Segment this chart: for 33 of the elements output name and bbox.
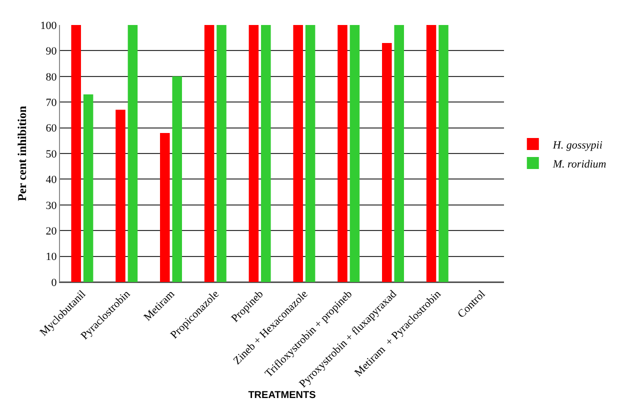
bar xyxy=(128,25,138,282)
bar xyxy=(83,94,94,282)
y-tick-label: 10 xyxy=(46,251,58,264)
bar xyxy=(71,25,81,282)
y-axis-title: Per cent inhibition xyxy=(15,106,29,202)
bar xyxy=(204,25,214,282)
bar xyxy=(216,25,226,282)
x-axis-title: TREATMENTS xyxy=(248,390,316,402)
y-tick-label: 50 xyxy=(46,148,58,160)
y-tick-label: 20 xyxy=(46,225,58,238)
y-tick-label: 100 xyxy=(40,20,58,32)
bar xyxy=(338,25,348,282)
y-tick-label: 70 xyxy=(46,96,58,109)
bar xyxy=(293,25,303,282)
bar xyxy=(160,132,170,282)
legend-label: M. roridium xyxy=(552,158,606,170)
y-tick-label: 30 xyxy=(46,200,58,212)
bar xyxy=(438,25,448,282)
bar xyxy=(172,76,182,282)
y-tick-label: 60 xyxy=(46,122,58,135)
bar xyxy=(394,25,404,282)
bar xyxy=(426,25,436,282)
y-tick-label: 90 xyxy=(46,46,58,58)
y-tick-label: 0 xyxy=(51,276,58,289)
bar xyxy=(261,25,271,282)
bar xyxy=(116,110,126,282)
bar xyxy=(382,42,392,282)
bar xyxy=(350,25,360,282)
y-tick-label: 80 xyxy=(46,71,58,84)
legend-label: H. gossypii xyxy=(552,139,602,152)
bar xyxy=(305,25,316,282)
y-tick-label: 40 xyxy=(46,174,58,186)
bar xyxy=(248,25,259,282)
